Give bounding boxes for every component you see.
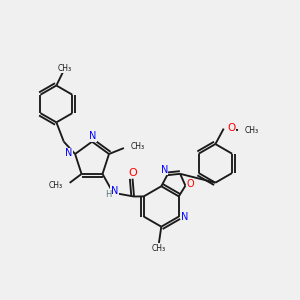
Text: N: N xyxy=(89,131,96,141)
Text: CH₃: CH₃ xyxy=(152,244,166,253)
Text: N: N xyxy=(111,186,118,196)
Text: N: N xyxy=(65,148,73,158)
Text: H: H xyxy=(106,190,112,199)
Text: CH₃: CH₃ xyxy=(130,142,145,151)
Text: N: N xyxy=(160,165,168,175)
Text: O: O xyxy=(187,179,195,189)
Text: N: N xyxy=(181,212,188,222)
Text: O: O xyxy=(227,123,236,133)
Text: CH₃: CH₃ xyxy=(58,64,72,73)
Text: O: O xyxy=(129,168,137,178)
Text: CH₃: CH₃ xyxy=(244,126,259,135)
Text: CH₃: CH₃ xyxy=(49,181,63,190)
